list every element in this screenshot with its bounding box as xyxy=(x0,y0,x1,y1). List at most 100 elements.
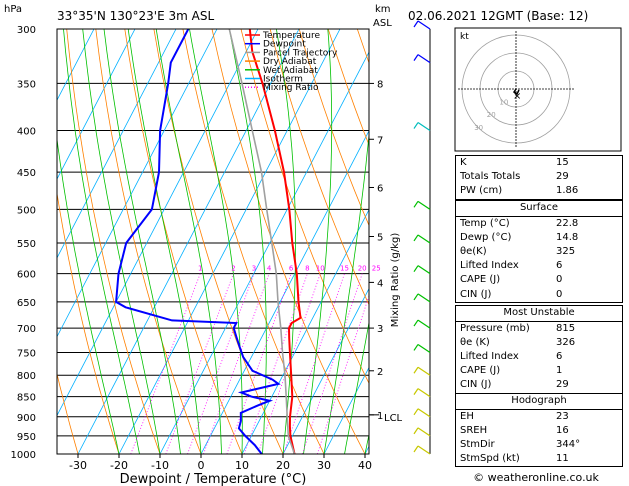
mu-row-pressure: Pressure (mb) 815 xyxy=(456,320,622,336)
wind-barb xyxy=(417,445,431,455)
surface-row-theta-e: θe(K) 325 xyxy=(460,245,576,257)
most-unstable-title: Most Unstable xyxy=(503,307,575,318)
isotherm-line xyxy=(57,29,259,417)
wind-barb xyxy=(417,388,431,398)
km-tick-label: 7 xyxy=(377,135,383,146)
x-tick-label: 10 xyxy=(235,459,249,472)
wind-barb xyxy=(417,20,431,30)
wind-barb-flag xyxy=(413,344,419,351)
hodograph-indices-title: Hodograph xyxy=(511,395,567,406)
legend-label: Parcel Trajectory xyxy=(263,48,338,58)
x-tick-label: -30 xyxy=(69,459,87,472)
hodo-row-sreh: SREH 16 xyxy=(460,424,569,436)
index-row-k: K 15 xyxy=(460,157,569,168)
wind-barb xyxy=(417,234,431,244)
x-axis-label: Dewpoint / Temperature (°C) xyxy=(120,472,307,486)
copyright: © weatheronline.co.uk xyxy=(473,471,599,484)
wind-barb xyxy=(417,319,431,329)
mixing-ratio-label: 6 xyxy=(289,265,294,273)
dry-adiabat xyxy=(182,29,325,454)
wet-adiabat xyxy=(228,29,267,454)
pressure-tick-label: 400 xyxy=(17,127,36,138)
index-row-totals-totals: Totals Totals 29 xyxy=(460,171,569,183)
wind-barb-flag xyxy=(413,54,419,61)
wet-adiabat xyxy=(189,29,243,454)
x-tick-label: 20 xyxy=(276,459,290,472)
wind-barb xyxy=(417,122,431,132)
mu-row-lifted-index: Lifted Index 6 xyxy=(460,350,563,362)
dewpoint-trace xyxy=(115,29,281,454)
hodograph-ring-label: 20 xyxy=(487,111,496,119)
legend-label: Dewpoint xyxy=(263,40,306,50)
km-tick-label: 5 xyxy=(377,232,383,243)
mixing-ratio-label: 20 xyxy=(358,265,367,273)
pressure-tick-label: 500 xyxy=(17,205,36,216)
isotherm-line xyxy=(282,287,369,454)
km-tick-label: 4 xyxy=(377,278,383,289)
isotherm-line xyxy=(118,29,341,454)
dry-adiabat xyxy=(66,29,161,454)
legend-label: Dry Adiabat xyxy=(263,57,317,67)
dry-adiabat xyxy=(57,191,120,454)
mixing-ratio-label: 2 xyxy=(231,265,235,273)
wind-barb xyxy=(417,293,431,303)
wet-adiabat xyxy=(63,29,140,454)
wet-adiabat xyxy=(82,29,161,454)
pressure-tick-label: 850 xyxy=(17,393,36,404)
pressure-tick-label: 950 xyxy=(17,432,36,443)
dry-adiabat xyxy=(269,29,369,306)
pressure-unit-label: hPa xyxy=(4,4,22,15)
mixing-ratio-line xyxy=(187,273,255,454)
isotherm-line xyxy=(200,130,369,454)
asl-unit-label: ASL xyxy=(373,18,392,29)
wet-adiabat xyxy=(103,29,181,454)
wet-adiabat xyxy=(155,29,222,454)
wind-barb-flag xyxy=(413,388,419,395)
wind-barb-flag xyxy=(413,265,419,273)
pressure-tick-label: 900 xyxy=(17,413,36,424)
station-location: 33°35'N 130°23'E 3m ASL xyxy=(57,9,214,23)
km-tick-label: 1 xyxy=(377,411,383,422)
mixing-ratio-axis-label: Mixing Ratio (g/kg) xyxy=(390,233,401,328)
pressure-tick-label: 700 xyxy=(17,324,36,335)
isotherm-line xyxy=(159,51,369,454)
hodo-row-eh: EH 23 xyxy=(456,408,622,424)
mixing-ratio-line xyxy=(203,273,270,454)
isotherm-line xyxy=(57,29,136,180)
hodo-row-stmdir: StmDir 344° xyxy=(460,438,581,450)
hodograph-ring-label: 30 xyxy=(474,124,483,132)
km-tick-label: 6 xyxy=(377,183,383,194)
isotherm-line xyxy=(323,366,369,454)
dry-adiabat xyxy=(298,29,369,227)
temperature-trace xyxy=(248,29,302,454)
lcl-label: LCL xyxy=(384,413,403,424)
mixing-ratio-line xyxy=(243,273,308,454)
legend-label: Isotherm xyxy=(263,75,303,85)
wind-barb-flag xyxy=(413,293,419,301)
mixing-ratio-line xyxy=(283,273,345,454)
surface-row-cin: CIN (J) 0 xyxy=(460,288,563,300)
surface-row-dewp: Dewp (°C) 14.8 xyxy=(460,231,579,243)
wet-adiabat xyxy=(344,320,369,454)
hodo-row-stmspd: StmSpd (kt) 11 xyxy=(460,453,569,465)
dry-adiabat xyxy=(95,29,202,454)
wind-barb-flag xyxy=(413,20,419,28)
mu-row-cin: CIN (J) 29 xyxy=(460,379,569,391)
pressure-tick-label: 600 xyxy=(17,270,36,281)
mixing-ratio-line xyxy=(257,273,321,454)
wind-barb xyxy=(417,408,431,418)
hodograph-indices-panel: Hodograph EH 23 SREH 16 StmDir 344° StmSpd … xyxy=(455,393,623,468)
km-unit-label: km xyxy=(375,4,391,15)
pressure-tick-label: 300 xyxy=(17,25,36,36)
mixing-ratio-label: 15 xyxy=(340,265,349,273)
wind-barb-flag xyxy=(413,366,419,374)
surface-row-temp: Temp (°C) 22.8 xyxy=(456,215,622,231)
legend-label: Wet Adiabat xyxy=(263,66,318,76)
km-tick-label: 8 xyxy=(377,79,383,90)
mixing-ratio-line xyxy=(130,273,201,454)
wet-adiabat xyxy=(323,130,369,454)
pressure-tick-label: 650 xyxy=(17,298,36,309)
surface-title: Surface xyxy=(519,202,559,213)
mixing-ratio-label: 10 xyxy=(316,265,325,273)
